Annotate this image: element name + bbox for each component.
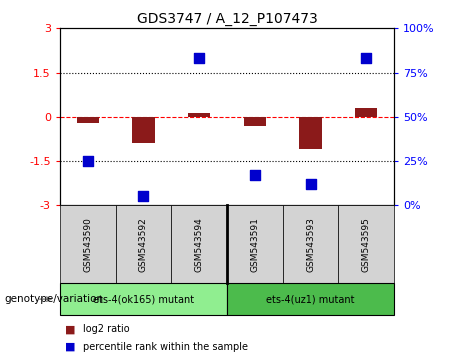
Text: GSM543592: GSM543592 [139,217,148,272]
Bar [355,108,378,117]
Text: percentile rank within the sample: percentile rank within the sample [83,342,248,352]
Text: GSM543594: GSM543594 [195,217,204,272]
Text: GSM543595: GSM543595 [362,217,371,272]
Point [140,194,147,199]
Text: ets-4(uz1) mutant: ets-4(uz1) mutant [266,294,355,304]
Text: ets-4(ok165) mutant: ets-4(ok165) mutant [93,294,194,304]
Text: ■: ■ [65,324,75,334]
Text: GSM543593: GSM543593 [306,217,315,272]
Bar [300,117,322,149]
Text: ■: ■ [65,342,75,352]
Bar [188,113,210,117]
Bar [244,117,266,126]
Point [251,172,259,178]
Text: GSM543590: GSM543590 [83,217,92,272]
Point [363,56,370,61]
Point [195,56,203,61]
Bar [132,117,154,143]
Bar [77,117,99,123]
Text: log2 ratio: log2 ratio [83,324,130,334]
Text: GSM543591: GSM543591 [250,217,260,272]
Point [84,158,91,164]
Title: GDS3747 / A_12_P107473: GDS3747 / A_12_P107473 [136,12,318,26]
Point [307,181,314,187]
Text: genotype/variation: genotype/variation [5,294,104,304]
